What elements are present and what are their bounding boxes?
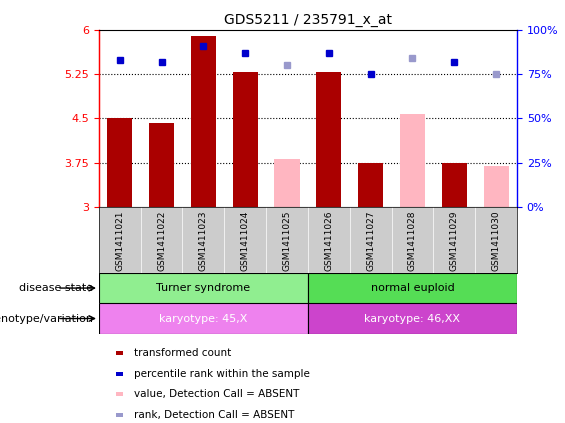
Bar — [308, 273, 517, 303]
Text: karyotype: 46,XX: karyotype: 46,XX — [364, 313, 460, 324]
Text: genotype/variation: genotype/variation — [0, 313, 93, 324]
Bar — [99, 273, 308, 303]
Text: normal euploid: normal euploid — [371, 283, 454, 293]
Text: GSM1411027: GSM1411027 — [366, 211, 375, 271]
Text: transformed count: transformed count — [134, 348, 232, 358]
Bar — [116, 351, 123, 355]
Bar — [316, 72, 341, 207]
Bar — [116, 413, 123, 417]
Bar — [107, 118, 132, 207]
Text: rank, Detection Call = ABSENT: rank, Detection Call = ABSENT — [134, 410, 295, 420]
Text: GSM1411024: GSM1411024 — [241, 211, 250, 271]
Text: GSM1411029: GSM1411029 — [450, 211, 459, 271]
Bar — [358, 163, 383, 207]
Bar — [233, 72, 258, 207]
Text: GSM1411026: GSM1411026 — [324, 211, 333, 271]
Text: percentile rank within the sample: percentile rank within the sample — [134, 368, 310, 379]
Bar — [400, 114, 425, 207]
Text: disease state: disease state — [19, 283, 93, 293]
Bar — [191, 36, 216, 207]
Text: GSM1411021: GSM1411021 — [115, 211, 124, 271]
Bar — [99, 303, 308, 334]
Text: GSM1411023: GSM1411023 — [199, 211, 208, 271]
Text: Turner syndrome: Turner syndrome — [157, 283, 250, 293]
Text: karyotype: 45,X: karyotype: 45,X — [159, 313, 247, 324]
Text: GSM1411025: GSM1411025 — [282, 211, 292, 271]
Text: GSM1411028: GSM1411028 — [408, 211, 417, 271]
Text: GSM1411022: GSM1411022 — [157, 211, 166, 271]
Bar — [484, 166, 508, 207]
Bar — [116, 392, 123, 396]
Text: value, Detection Call = ABSENT: value, Detection Call = ABSENT — [134, 389, 300, 399]
Title: GDS5211 / 235791_x_at: GDS5211 / 235791_x_at — [224, 13, 392, 27]
Text: GSM1411030: GSM1411030 — [492, 211, 501, 271]
Bar — [308, 303, 517, 334]
Bar — [149, 123, 174, 207]
Bar — [275, 159, 299, 207]
Bar — [442, 163, 467, 207]
Bar — [116, 371, 123, 376]
